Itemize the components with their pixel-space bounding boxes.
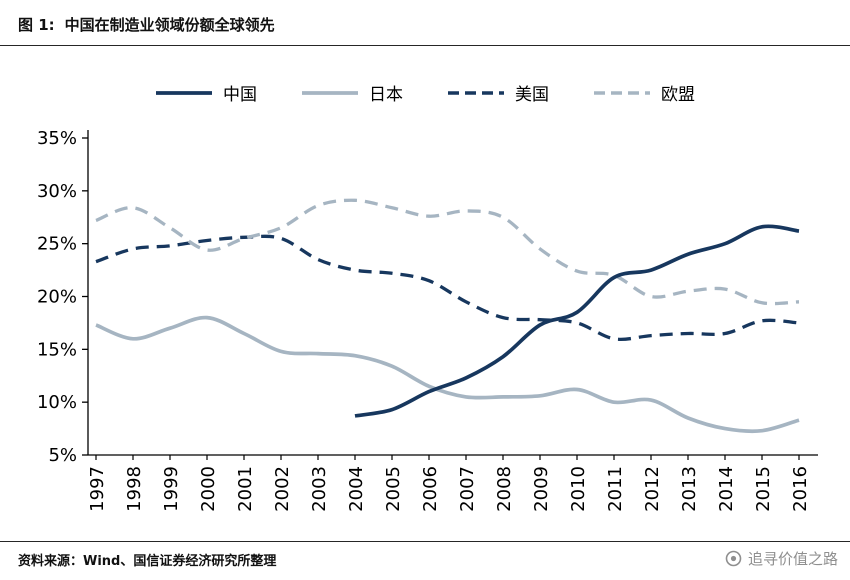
svg-text:2008: 2008 [494, 466, 515, 512]
svg-text:25%: 25% [37, 234, 77, 255]
legend-label-china: 中国 [223, 85, 257, 105]
svg-text:2007: 2007 [457, 466, 478, 512]
svg-text:2004: 2004 [346, 466, 367, 512]
legend-line-dashed-light-icon [594, 90, 650, 95]
svg-text:1998: 1998 [124, 466, 145, 512]
legend-item-usa: 美国 [447, 80, 549, 105]
watermark-text: 追寻价值之路 [747, 550, 838, 568]
watermark-logo-icon [725, 550, 742, 567]
legend-label-eu: 欧盟 [661, 85, 695, 105]
footer-divider [0, 541, 850, 542]
svg-text:35%: 35% [37, 128, 77, 149]
svg-text:2010: 2010 [568, 466, 589, 512]
svg-text:1999: 1999 [161, 466, 182, 512]
legend-line-solid-light-icon [302, 90, 358, 95]
svg-text:2006: 2006 [420, 466, 441, 512]
svg-text:2014: 2014 [716, 466, 737, 512]
svg-text:5%: 5% [48, 445, 77, 466]
legend-line-dashed-dark-icon [448, 90, 504, 95]
chart-legend: 中国 日本 美国 欧盟 [0, 80, 850, 105]
legend-label-usa: 美国 [515, 85, 549, 105]
legend-item-eu: 欧盟 [593, 80, 695, 105]
watermark: 追寻价值之路 [725, 548, 838, 569]
source-note: 资料来源：Wind、国信证券经济研究所整理 [18, 554, 277, 569]
svg-text:2003: 2003 [309, 466, 330, 512]
figure-label: 图 1: [18, 16, 55, 34]
svg-text:2013: 2013 [679, 466, 700, 512]
svg-text:2016: 2016 [790, 466, 811, 512]
svg-text:2000: 2000 [198, 466, 219, 512]
svg-text:20%: 20% [37, 287, 77, 308]
svg-text:30%: 30% [37, 181, 77, 202]
svg-text:2011: 2011 [605, 466, 626, 512]
svg-text:2002: 2002 [272, 466, 293, 512]
figure-title: 中国在制造业领域份额全球领先 [64, 16, 275, 34]
svg-text:2015: 2015 [753, 466, 774, 512]
svg-text:2001: 2001 [235, 466, 256, 512]
svg-text:2005: 2005 [383, 466, 404, 512]
line-chart: 5% 10% 15% 20% 25% 30% 35% 1997 1998 1999 2000 2001… [37, 128, 818, 512]
svg-text:2009: 2009 [531, 466, 552, 512]
svg-text:1997: 1997 [87, 466, 108, 512]
legend-item-china: 中国 [155, 80, 257, 105]
svg-text:10%: 10% [37, 392, 77, 413]
svg-text:15%: 15% [37, 339, 77, 360]
legend-line-solid-dark-icon [156, 90, 212, 95]
figure-header: 图 1: 中国在制造业领域份额全球领先 [0, 8, 850, 46]
svg-text:2012: 2012 [642, 466, 663, 512]
legend-item-japan: 日本 [301, 80, 403, 105]
legend-label-japan: 日本 [369, 85, 403, 105]
